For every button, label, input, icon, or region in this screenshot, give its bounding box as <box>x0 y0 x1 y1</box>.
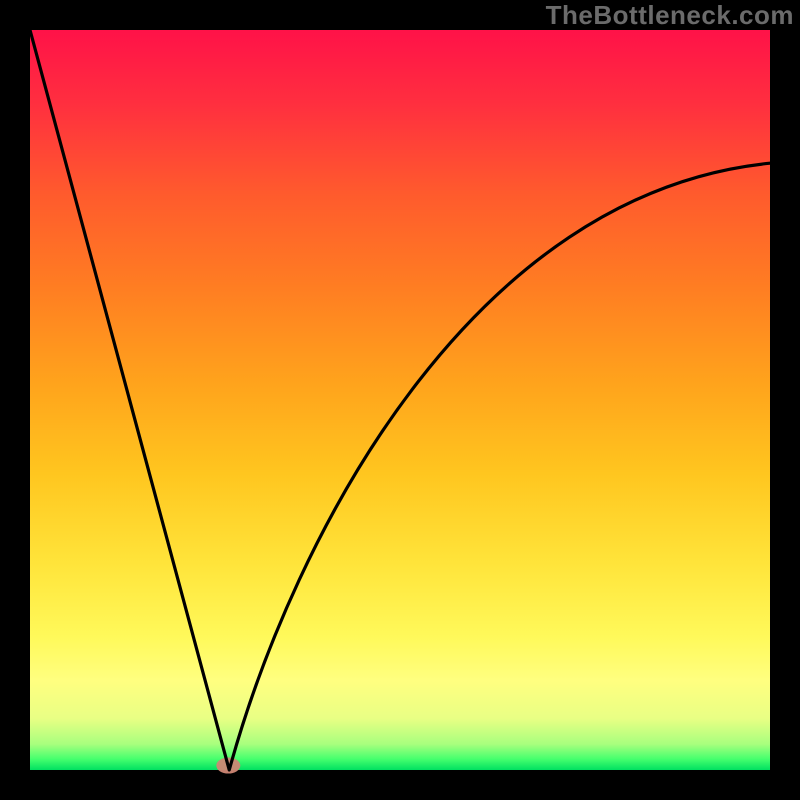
chart-svg <box>0 0 800 800</box>
stage: TheBottleneck.com <box>0 0 800 800</box>
plot-background <box>30 30 770 770</box>
